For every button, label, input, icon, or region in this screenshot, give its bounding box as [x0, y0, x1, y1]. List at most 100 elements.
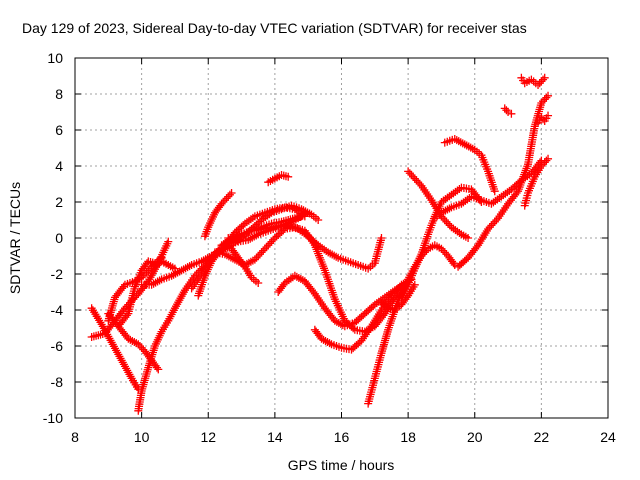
data-point — [537, 99, 546, 107]
data-point — [134, 340, 143, 349]
data-point — [250, 255, 259, 264]
data-point — [534, 81, 543, 89]
x-axis-label: GPS time / hours — [288, 457, 395, 473]
data-point — [490, 187, 499, 196]
data-point — [537, 113, 546, 122]
y-tick-label: 0 — [55, 230, 63, 246]
series-track-26 — [534, 111, 553, 127]
data-point-interp — [259, 246, 268, 255]
data-point — [224, 192, 233, 201]
series-track-25 — [517, 73, 549, 89]
data-point-interp — [265, 239, 274, 248]
data-point-interp — [219, 198, 228, 206]
data-point-interp — [489, 219, 498, 228]
series-layer — [87, 73, 553, 415]
x-tick-label: 16 — [334, 429, 350, 445]
data-point-interp — [539, 160, 548, 169]
data-point-interp — [349, 324, 358, 333]
data-point — [410, 174, 419, 183]
x-tick-label: 8 — [71, 429, 79, 445]
data-point-interp — [325, 339, 334, 348]
y-tick-label: 8 — [55, 86, 63, 102]
data-point — [540, 73, 549, 82]
series-track-20 — [397, 183, 486, 302]
data-point-interp — [252, 231, 261, 240]
data-point-interp — [440, 248, 449, 257]
data-point-interp — [487, 221, 496, 230]
data-point-interp — [405, 169, 414, 178]
x-tick-label: 22 — [534, 429, 550, 445]
series-track-16 — [310, 275, 416, 354]
data-point — [254, 279, 263, 287]
data-point — [227, 189, 236, 197]
data-point-interp — [442, 217, 451, 226]
series-track-27 — [520, 154, 553, 210]
data-point-interp — [455, 228, 464, 237]
data-point-interp — [225, 190, 234, 199]
data-point-interp — [185, 262, 194, 271]
data-point-interp — [122, 311, 131, 320]
chart-title: Day 129 of 2023, Sidereal Day-to-day VTE… — [22, 20, 527, 36]
data-point-interp — [407, 171, 416, 179]
data-point-interp — [409, 172, 418, 181]
data-point-interp — [412, 176, 421, 185]
data-point-interp — [539, 115, 548, 124]
data-point — [260, 244, 269, 253]
data-point-interp — [542, 156, 551, 165]
data-point-interp — [502, 106, 511, 115]
data-point — [544, 91, 553, 100]
series-track-3 — [104, 257, 179, 325]
data-point — [284, 172, 293, 181]
data-point — [504, 108, 513, 116]
y-tick-label: -2 — [51, 266, 64, 282]
data-point — [377, 234, 386, 242]
data-point-interp — [135, 342, 144, 350]
data-point-interp — [540, 158, 549, 167]
axes-layer — [74, 57, 609, 419]
data-point-interp — [445, 204, 454, 213]
series-track-5 — [114, 253, 166, 331]
data-point — [544, 111, 553, 120]
data-point-interp — [140, 270, 149, 278]
data-point — [404, 167, 413, 176]
data-point-interp — [220, 196, 229, 205]
y-tick-label: 2 — [55, 194, 63, 210]
data-point — [297, 212, 306, 221]
y-tick-label: -6 — [51, 338, 64, 354]
data-point-interp — [468, 144, 477, 153]
data-point-interp — [252, 253, 261, 262]
data-point-interp — [542, 93, 551, 102]
x-tick-label: 10 — [134, 429, 150, 445]
series-track-24 — [500, 104, 516, 118]
data-point-interp — [539, 97, 548, 106]
data-point — [537, 162, 546, 170]
series-track-1 — [87, 304, 143, 394]
data-point-interp — [267, 237, 276, 246]
data-point-interp — [444, 219, 453, 228]
y-tick-label: 6 — [55, 122, 63, 138]
data-point-interp — [179, 288, 188, 297]
data-point-interp — [248, 213, 257, 222]
data-point — [500, 104, 509, 113]
data-point-interp — [235, 231, 244, 240]
y-tick-label: 10 — [47, 50, 63, 66]
data-point — [437, 244, 446, 253]
data-point-interp — [222, 194, 231, 203]
data-point-interp — [152, 363, 161, 372]
x-tick-label: 18 — [400, 429, 416, 445]
series-track-22 — [440, 135, 499, 196]
series-track-13 — [224, 221, 386, 273]
data-point-interp — [332, 252, 341, 261]
data-point — [507, 109, 516, 118]
y-tick-label: -8 — [51, 374, 64, 390]
data-point-interp — [440, 216, 449, 224]
data-point-interp — [535, 79, 544, 88]
data-point-interp — [455, 185, 464, 194]
data-point-interp — [389, 289, 398, 298]
x-tick-label: 20 — [467, 429, 483, 445]
x-tick-label: 12 — [200, 429, 216, 445]
series-track-19 — [404, 167, 473, 242]
